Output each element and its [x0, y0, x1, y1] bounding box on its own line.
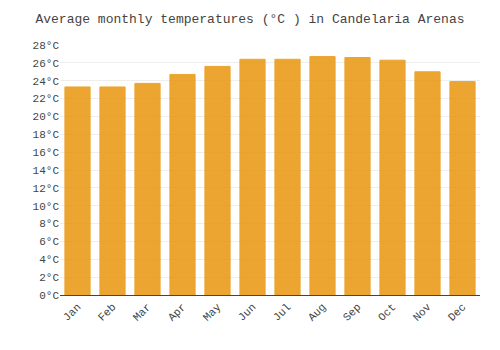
svg-text:8°C: 8°C — [39, 218, 59, 230]
svg-text:Sep: Sep — [341, 301, 363, 323]
svg-text:Nov: Nov — [411, 301, 434, 324]
svg-text:Aug: Aug — [306, 301, 328, 323]
svg-text:16°C: 16°C — [33, 147, 60, 159]
svg-text:Dec: Dec — [446, 301, 468, 323]
svg-text:10°C: 10°C — [33, 201, 60, 213]
svg-text:4°C: 4°C — [39, 254, 59, 266]
svg-text:22°C: 22°C — [33, 93, 60, 105]
svg-text:Oct: Oct — [376, 301, 398, 323]
svg-text:28°C: 28°C — [33, 40, 60, 52]
svg-text:6°C: 6°C — [39, 236, 59, 248]
svg-text:Jul: Jul — [271, 301, 293, 323]
svg-text:24°C: 24°C — [33, 76, 60, 88]
svg-text:Average monthly temperatures (: Average monthly temperatures (°C ) in Ca… — [35, 12, 464, 27]
svg-text:Apr: Apr — [166, 301, 188, 323]
svg-text:Feb: Feb — [96, 301, 118, 323]
svg-text:May: May — [201, 301, 224, 324]
svg-text:26°C: 26°C — [33, 58, 60, 70]
svg-text:2°C: 2°C — [39, 272, 59, 284]
svg-text:14°C: 14°C — [33, 165, 60, 177]
svg-text:0°C: 0°C — [39, 290, 59, 302]
svg-text:18°C: 18°C — [33, 129, 60, 141]
svg-text:12°C: 12°C — [33, 183, 60, 195]
svg-text:Mar: Mar — [131, 301, 153, 323]
svg-text:Jan: Jan — [61, 301, 83, 323]
svg-text:Jun: Jun — [236, 301, 258, 323]
svg-text:20°C: 20°C — [33, 111, 60, 123]
